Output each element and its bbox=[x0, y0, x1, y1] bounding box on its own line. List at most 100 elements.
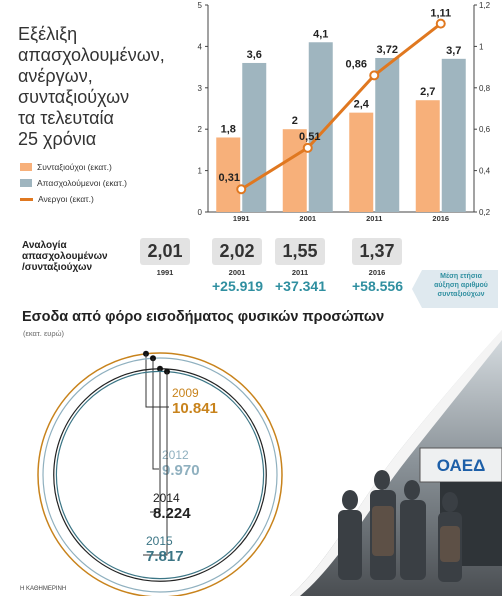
legend-item-pensioners: Συνταξιούχοι (εκατ.) bbox=[20, 159, 127, 175]
ratio-value: 2,02 bbox=[212, 238, 262, 265]
ring-value-label: 8.224 bbox=[153, 505, 191, 522]
ring-marker-dot bbox=[164, 368, 170, 375]
legend-item-employed: Απασχολούμενοι (εκατ.) bbox=[20, 175, 127, 191]
ratio-item-2011: 1,55 2011 +37.341 bbox=[275, 238, 326, 294]
unemployment-office-photo: ΟΑΕΔ bbox=[290, 330, 502, 596]
ring-year-label: 2009 bbox=[172, 386, 199, 400]
title-line: 25 χρόνια bbox=[18, 129, 97, 149]
legend-label: Απασχολούμενοι (εκατ.) bbox=[37, 178, 128, 188]
ratio-value: 1,37 bbox=[352, 238, 402, 265]
source-credit: Η ΚΑΘΗΜΕΡΙΝΗ bbox=[20, 586, 67, 592]
right-axis-tick-label: 0,4 bbox=[479, 167, 491, 176]
bar-employed bbox=[441, 58, 466, 212]
ring-value-label: 7.817 bbox=[146, 548, 184, 565]
legend-label: Ανεργοι (εκατ.) bbox=[38, 194, 94, 204]
right-axis-tick-label: 0,2 bbox=[479, 208, 491, 217]
chart-legend: Συνταξιούχοι (εκατ.) Απασχολούμενοι (εκα… bbox=[20, 159, 127, 207]
chart-title: Εξέλιξη απασχολουμένων, ανέργων, συνταξι… bbox=[18, 24, 188, 150]
x-tick-label: 2001 bbox=[299, 214, 316, 222]
line-point-unemployed bbox=[302, 142, 313, 153]
bar-pensioners bbox=[216, 137, 241, 212]
right-axis-tick-label: 0,8 bbox=[479, 84, 491, 93]
ratio-year: 1991 bbox=[156, 268, 174, 277]
bar-label-employed: 3,7 bbox=[446, 45, 461, 57]
line-label-unemployed: 0,51 bbox=[299, 131, 320, 143]
income-unit: (εκατ. ευρώ) bbox=[23, 329, 65, 338]
bar-pensioners bbox=[415, 100, 440, 212]
left-axis-tick-label: 3 bbox=[198, 84, 203, 93]
ratio-item-1991: 2,01 1991 bbox=[140, 238, 190, 277]
line-point-unemployed bbox=[369, 70, 380, 81]
legend-swatch bbox=[20, 179, 32, 187]
bar-employed bbox=[375, 57, 400, 212]
note-line: Μέση ετήσια bbox=[440, 273, 482, 280]
bar-label-employed: 4,1 bbox=[313, 28, 328, 40]
title-line: απασχολουμένων, bbox=[18, 45, 165, 65]
people-coats bbox=[372, 506, 460, 562]
average-increase-note: Μέση ετήσια αύξηση αριθμού συνταξιούχων bbox=[412, 270, 500, 310]
ring-leader-line bbox=[145, 353, 169, 408]
income-ring-2012 bbox=[42, 357, 278, 593]
x-tick-label: 1991 bbox=[233, 214, 250, 222]
x-tick-label: 2011 bbox=[366, 214, 382, 222]
left-axis-tick-label: 5 bbox=[198, 1, 203, 10]
ratio-increase: +58.556 bbox=[352, 278, 403, 294]
bar-label-employed: 3,72 bbox=[377, 44, 398, 56]
income-title: Εσοδα από φόρο εισοδήματος φυσικών προσώ… bbox=[22, 309, 385, 325]
left-axis-tick-label: 1 bbox=[198, 167, 203, 176]
note-arrow bbox=[412, 270, 422, 308]
office-sign bbox=[419, 447, 502, 483]
ratio-label-line: Αναλογία bbox=[22, 240, 67, 251]
ratio-item-2016: 1,37 2016 +58.556 bbox=[352, 238, 403, 294]
ratio-increase: +25.919 bbox=[212, 278, 263, 294]
ratio-label-line: απασχολουμένων bbox=[22, 251, 108, 262]
note-box bbox=[422, 270, 498, 308]
ring-marker-dot bbox=[157, 365, 163, 372]
bar-employed bbox=[308, 42, 333, 213]
line-label-unemployed: 0,86 bbox=[346, 58, 367, 70]
office-sign-text: ΟΑΕΔ bbox=[437, 456, 486, 475]
left-axis-tick-label: 2 bbox=[198, 125, 203, 134]
bar-label-pensioners: 1,8 bbox=[221, 123, 236, 135]
line-unemployed bbox=[240, 22, 442, 191]
right-axis-tick-label: 1,2 bbox=[479, 1, 491, 10]
title-line: τα τελευταία bbox=[18, 108, 114, 128]
title-line: Εξέλιξη bbox=[18, 24, 78, 44]
ring-marker-dot bbox=[143, 350, 149, 357]
note-line: συνταξιούχων bbox=[437, 291, 485, 298]
ratio-label-line: /συνταξιούχων bbox=[22, 262, 93, 273]
ratio-value: 1,55 bbox=[275, 238, 325, 265]
legend-swatch bbox=[20, 163, 32, 171]
ring-leader-line bbox=[150, 368, 161, 513]
ratio-year: 2011 bbox=[291, 268, 309, 277]
ratio-value: 2,01 bbox=[140, 238, 190, 265]
left-axis-tick-label: 0 bbox=[198, 208, 203, 217]
income-ring-2015 bbox=[55, 370, 265, 580]
right-axis-tick-label: 1 bbox=[479, 42, 484, 51]
legend-item-unemployed: Ανεργοι (εκατ.) bbox=[20, 191, 127, 207]
note-line: αύξηση αριθμού bbox=[434, 282, 488, 289]
title-line: ανέργων, bbox=[18, 66, 93, 86]
bar-label-pensioners: 2,7 bbox=[420, 86, 435, 98]
right-axis-tick-label: 0,6 bbox=[479, 125, 491, 134]
ring-leader-line bbox=[143, 371, 168, 556]
x-tick-label: 2016 bbox=[432, 214, 449, 222]
page-curl-edge bbox=[290, 330, 502, 596]
ratio-year: 2016 bbox=[368, 268, 386, 277]
ratio-year: 2001 bbox=[228, 268, 246, 277]
bar-pensioners bbox=[349, 112, 374, 212]
ratio-item-2001: 2,02 2001 +25.919 bbox=[212, 238, 263, 294]
bar-label-employed: 3,6 bbox=[247, 49, 262, 61]
ring-value-label: 9.970 bbox=[162, 462, 200, 479]
line-point-unemployed bbox=[435, 18, 446, 29]
line-label-unemployed: 1,11 bbox=[430, 8, 451, 20]
bar-label-pensioners: 2,4 bbox=[354, 99, 370, 111]
legend-label: Συνταξιούχοι (εκατ.) bbox=[37, 162, 112, 172]
ring-value-label: 10.841 bbox=[172, 400, 218, 417]
combo-chart: 0 1 2 3 4 5 0,2 0,4 0,6 0,8 1 1,2 1,8 3,6 1991 2 4,1 2001… bbox=[198, 1, 491, 222]
line-label-unemployed: 0,31 bbox=[219, 172, 240, 184]
bar-label-pensioners: 2 bbox=[292, 115, 298, 127]
ring-year-label: 2015 bbox=[146, 534, 173, 548]
title-line: συνταξιούχων bbox=[18, 87, 130, 107]
